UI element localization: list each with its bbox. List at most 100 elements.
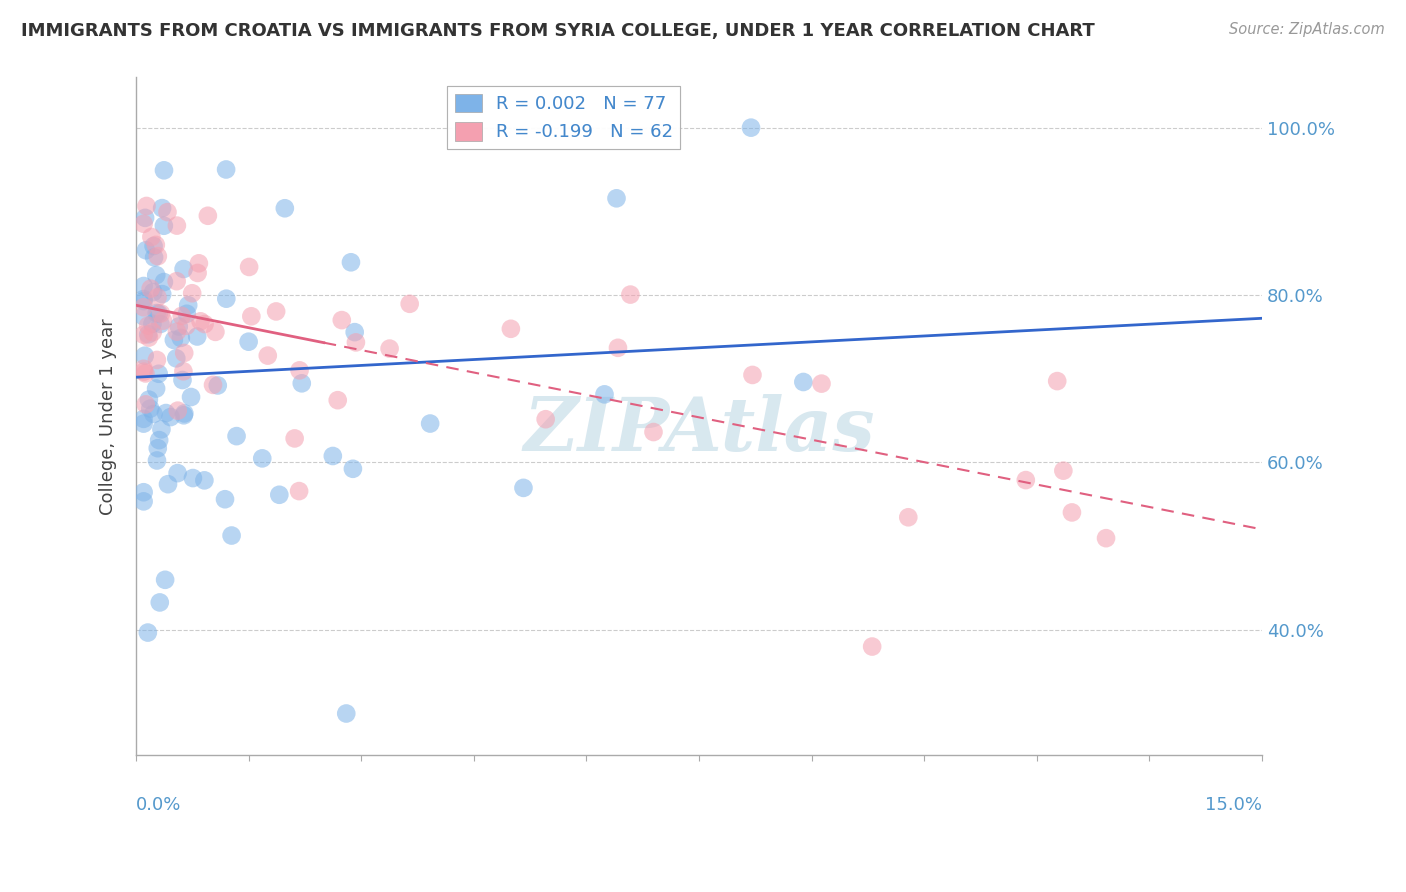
Point (166, 274, 188, 288)
Point (153, 219, 176, 233)
Point (165, 351, 187, 366)
Point (186, 329, 208, 343)
Point (605, 191, 627, 205)
Point (340, 255, 363, 269)
Point (146, 353, 169, 368)
Point (166, 403, 188, 417)
Point (135, 397, 157, 411)
Point (145, 382, 167, 396)
Point (132, 292, 155, 306)
Point (136, 318, 159, 333)
Point (132, 310, 155, 324)
Point (150, 287, 173, 301)
Point (225, 429, 247, 443)
Point (269, 488, 291, 502)
Point (238, 334, 260, 349)
Point (173, 346, 195, 360)
Point (132, 217, 155, 231)
Y-axis label: College, Under 1 year: College, Under 1 year (100, 318, 117, 515)
Point (240, 310, 263, 324)
Point (146, 453, 169, 467)
Point (1052, 464, 1074, 478)
Point (145, 306, 167, 320)
Point (155, 406, 177, 420)
Point (177, 298, 200, 312)
Point (153, 573, 176, 587)
Point (187, 256, 209, 270)
Point (1015, 473, 1038, 487)
Point (741, 368, 763, 382)
Point (146, 249, 169, 263)
Point (1060, 505, 1083, 519)
Point (860, 640, 883, 654)
Point (202, 377, 225, 392)
Point (132, 294, 155, 309)
Point (142, 325, 165, 339)
Point (343, 325, 366, 339)
Point (197, 209, 219, 223)
Point (291, 376, 314, 391)
Point (173, 406, 195, 420)
Point (173, 262, 195, 277)
Point (172, 373, 194, 387)
Point (142, 407, 165, 421)
Point (181, 286, 204, 301)
Point (145, 238, 167, 252)
Point (284, 432, 307, 446)
Point (593, 387, 616, 401)
Point (132, 300, 155, 314)
Point (264, 304, 287, 318)
Point (897, 510, 920, 524)
Point (499, 322, 522, 336)
Point (419, 417, 441, 431)
Point (534, 412, 557, 426)
Point (150, 422, 173, 436)
Point (142, 285, 165, 299)
Text: 0.0%: 0.0% (136, 796, 181, 814)
Point (132, 417, 155, 431)
Point (215, 292, 238, 306)
Point (326, 393, 349, 408)
Point (190, 314, 212, 328)
Point (344, 335, 367, 350)
Text: ZIPAtlas: ZIPAtlas (523, 393, 875, 467)
Point (135, 199, 157, 213)
Point (148, 367, 170, 381)
Point (1046, 374, 1069, 388)
Point (141, 230, 163, 244)
Point (156, 205, 179, 219)
Point (187, 266, 209, 280)
Point (322, 449, 344, 463)
Point (141, 317, 163, 331)
Point (163, 333, 186, 347)
Point (132, 494, 155, 508)
Point (335, 706, 357, 721)
Point (135, 244, 157, 258)
Point (288, 484, 311, 499)
Text: IMMIGRANTS FROM CROATIA VS IMMIGRANTS FROM SYRIA COLLEGE, UNDER 1 YEAR CORRELATI: IMMIGRANTS FROM CROATIA VS IMMIGRANTS FR… (21, 22, 1095, 40)
Point (142, 239, 165, 253)
Point (132, 365, 155, 379)
Point (134, 211, 156, 225)
Point (398, 297, 420, 311)
Point (181, 471, 204, 485)
Point (215, 162, 238, 177)
Point (204, 325, 226, 339)
Point (512, 481, 534, 495)
Point (159, 410, 181, 425)
Point (146, 290, 169, 304)
Point (139, 401, 162, 416)
Point (134, 349, 156, 363)
Legend: R = 0.002   N = 77, R = -0.199   N = 62: R = 0.002 N = 77, R = -0.199 N = 62 (447, 87, 681, 149)
Point (221, 528, 243, 542)
Point (136, 625, 159, 640)
Point (132, 361, 155, 376)
Point (180, 390, 202, 404)
Point (149, 595, 172, 609)
Point (256, 349, 278, 363)
Point (173, 409, 195, 423)
Point (148, 433, 170, 447)
Point (740, 120, 762, 135)
Text: 15.0%: 15.0% (1205, 796, 1263, 814)
Point (194, 317, 217, 331)
